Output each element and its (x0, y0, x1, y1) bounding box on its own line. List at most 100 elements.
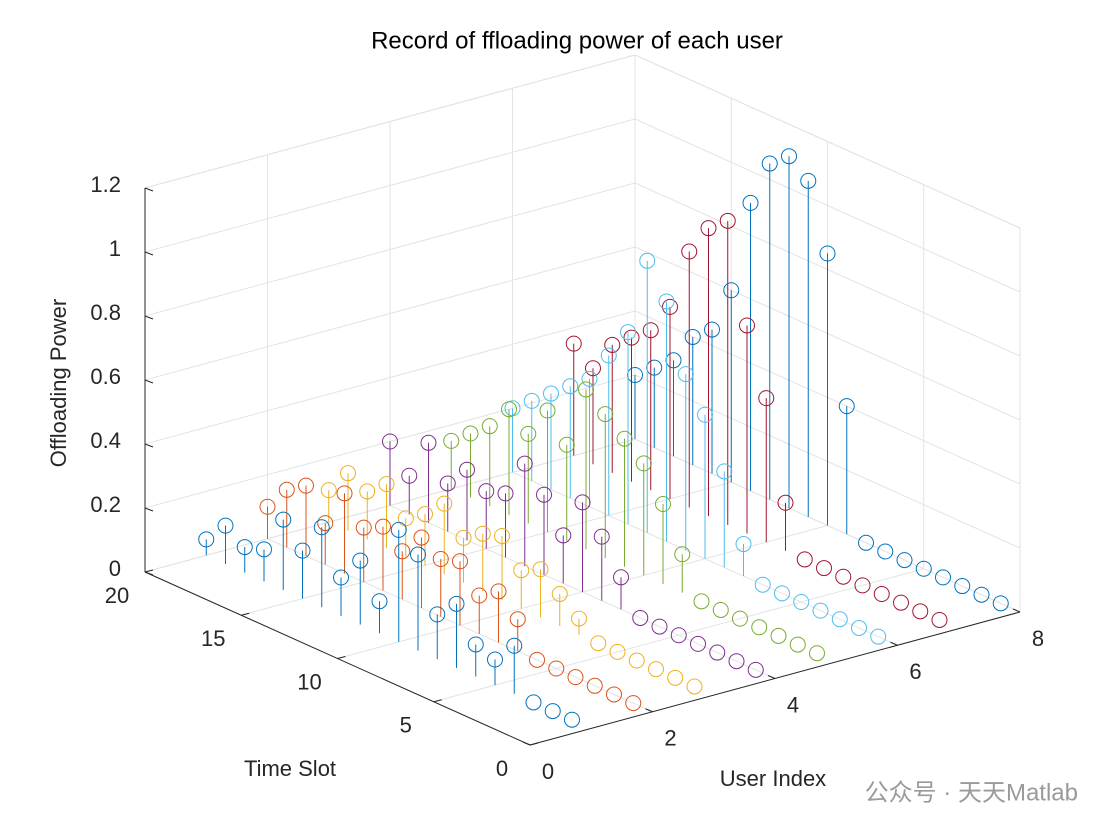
y-tick (337, 656, 346, 659)
stem-marker (597, 406, 614, 423)
z-tick (144, 443, 154, 448)
stem-marker (658, 293, 675, 310)
stem-marker (851, 619, 867, 636)
stem-marker (709, 644, 726, 661)
z-tick (144, 507, 154, 512)
x-tick (767, 675, 776, 679)
grid-line (634, 118, 1021, 293)
stem-marker (781, 148, 797, 165)
z-tick-label: 0 (109, 556, 121, 581)
z-tick-label: 0.8 (90, 300, 121, 325)
x-tick (645, 708, 653, 713)
stem-marker (420, 434, 437, 451)
watermark: 公众号 · 天天Matlab (865, 779, 1078, 806)
stem-marker (606, 686, 622, 703)
stem-marker (735, 536, 752, 553)
box-edge (634, 54, 1021, 229)
stem-marker (532, 561, 549, 578)
stem-marker (954, 578, 971, 595)
stem-marker (256, 541, 272, 558)
stem-marker (509, 611, 526, 628)
stem-marker (747, 661, 764, 678)
stem-marker (548, 660, 565, 677)
stem-marker (648, 661, 664, 678)
stem-marker (443, 432, 460, 449)
x-tick-label: 0 (542, 759, 554, 784)
stem-marker (333, 569, 349, 586)
x-tick-label: 4 (787, 692, 799, 717)
z-tick (144, 187, 154, 192)
stem-marker (543, 385, 559, 402)
stem-marker (259, 498, 276, 515)
z-tick (144, 379, 154, 384)
z-tick-label: 1 (109, 236, 121, 261)
y-tick (241, 612, 250, 616)
stem-marker (593, 528, 610, 545)
stem-marker (487, 651, 503, 668)
y-tick (144, 569, 154, 573)
stem-marker (581, 370, 598, 387)
y-tick-label: 10 (297, 669, 321, 694)
stem-marker (893, 594, 909, 611)
x-tick (522, 741, 531, 746)
stem-marker (670, 627, 687, 644)
x-axis-label: User Index (720, 766, 826, 791)
stem-marker (931, 611, 948, 628)
stem-marker (632, 609, 649, 626)
stem-marker (298, 477, 314, 494)
stem-marker (639, 252, 656, 269)
stem-marker (278, 481, 295, 498)
stem-marker (616, 430, 633, 447)
stem-marker (751, 619, 768, 636)
stem-marker (585, 360, 601, 377)
stem-marker (625, 695, 642, 712)
stem-marker (536, 486, 552, 503)
stem-marker (565, 335, 582, 352)
y-tick-label: 0 (496, 756, 508, 781)
stem-marker (462, 425, 479, 442)
stem-marker (677, 366, 694, 383)
stem-marker (340, 465, 356, 482)
grid-line (144, 182, 636, 317)
stem-marker (816, 560, 832, 577)
stem-marker (390, 521, 407, 538)
stem-marker (809, 645, 825, 662)
stem-marker (294, 542, 311, 559)
stem-marker (455, 529, 472, 546)
stem-marker (313, 519, 330, 536)
stem-marker (819, 245, 836, 262)
stem-marker (831, 611, 848, 628)
stem-marker (432, 551, 449, 567)
stem-marker (436, 495, 453, 512)
stem-marker (642, 322, 659, 339)
stem-marker (578, 381, 594, 398)
chart-title: Record of ffloading power of each user (371, 27, 783, 54)
y-tick (433, 699, 442, 703)
stem-marker (712, 601, 729, 618)
stem-marker (394, 543, 411, 560)
stem-marker (397, 510, 414, 527)
y-tick-label: 20 (105, 583, 129, 608)
stem-marker (555, 527, 572, 544)
stem-marker (719, 212, 736, 229)
stem-marker (915, 560, 932, 577)
stem-marker (497, 485, 514, 502)
axes (144, 54, 1021, 746)
box-edge (144, 54, 636, 189)
stem-marker (410, 546, 426, 563)
stem-marker (429, 606, 446, 623)
stem-marker (870, 628, 887, 645)
stem-marker (704, 321, 720, 338)
stem-marker (506, 637, 523, 654)
stem-marker (754, 576, 771, 593)
stem-marker (198, 531, 215, 548)
stem-marker (742, 194, 759, 211)
y-axis-label: Time Slot (244, 756, 336, 781)
stem-marker (562, 378, 579, 395)
stem-marker (935, 569, 951, 586)
stem-marker (912, 603, 929, 620)
stem-marker (417, 506, 433, 523)
stem-marker (539, 402, 556, 419)
stem-marker (320, 482, 337, 499)
stem-marker (651, 618, 668, 635)
